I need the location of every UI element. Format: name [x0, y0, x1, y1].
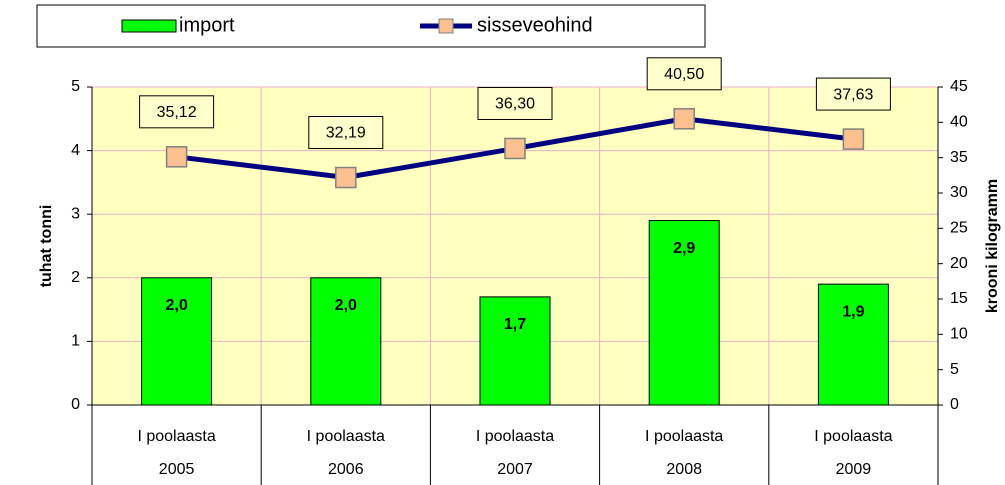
x-tick-label: I poolaasta	[307, 428, 385, 445]
line-value-label: 37,63	[833, 86, 873, 103]
y2-tick-label: 30	[950, 184, 968, 201]
bar-value-label: 2,9	[673, 240, 695, 257]
bar-value-label: 2,0	[335, 297, 357, 314]
x-group-label: 2009	[836, 461, 872, 478]
y2-tick-label: 5	[950, 361, 959, 378]
x-group-label: 2006	[328, 461, 364, 478]
value-label-box	[477, 86, 553, 120]
x-tick-label: I poolaasta	[476, 428, 554, 445]
bar	[310, 277, 382, 406]
y2-tick-label: 40	[950, 114, 968, 131]
bar	[141, 277, 213, 406]
y2-tick-label: 45	[950, 78, 968, 95]
y2-axis-label: krooni kilogramm	[984, 179, 1001, 313]
bar-value-label: 1,9	[842, 303, 864, 320]
value-label-box	[139, 95, 215, 129]
x-tick-label: I poolaasta	[137, 428, 215, 445]
bar	[817, 283, 889, 406]
line-value-label: 36,30	[495, 96, 535, 113]
line-value-label: 32,19	[326, 125, 366, 142]
line-marker	[673, 108, 695, 130]
y-tick-label: 2	[71, 269, 80, 286]
legend-marker	[438, 18, 454, 34]
x-group-label: 2008	[666, 461, 702, 478]
y2-tick-label: 25	[950, 220, 968, 237]
x-group-label: 2005	[159, 461, 195, 478]
bar-value-label: 1,7	[504, 316, 526, 333]
line-marker	[504, 137, 526, 160]
legend-label: import	[179, 14, 235, 36]
bar	[648, 220, 720, 406]
line-marker	[165, 146, 188, 168]
y-axis-label: tuhat tonni	[38, 205, 55, 288]
line-value-label: 35,12	[157, 104, 197, 121]
y2-tick-label: 20	[950, 255, 968, 272]
x-tick-label: I poolaasta	[645, 428, 723, 445]
x-group-label: 2007	[497, 461, 533, 478]
y2-tick-label: 10	[950, 326, 968, 343]
value-label-box	[308, 116, 384, 150]
line-value-label: 40,50	[664, 66, 704, 83]
y-tick-label: 5	[71, 78, 80, 95]
bar-value-label: 2,0	[165, 297, 187, 314]
y-tick-label: 4	[71, 142, 80, 159]
y-tick-label: 0	[71, 396, 80, 413]
value-label-box	[815, 77, 891, 111]
x-tick-label: I poolaasta	[814, 428, 892, 445]
y2-tick-label: 15	[950, 290, 968, 307]
y2-tick-label: 0	[950, 396, 959, 413]
bar	[479, 296, 551, 406]
y-tick-label: 3	[71, 205, 80, 222]
line-marker	[842, 128, 865, 150]
line-marker	[335, 166, 357, 189]
y-tick-label: 1	[71, 333, 80, 350]
y2-tick-label: 35	[950, 149, 968, 166]
value-label-box	[646, 57, 722, 91]
legend-label: sisseveohind	[477, 14, 593, 36]
legend-swatch	[121, 19, 177, 33]
